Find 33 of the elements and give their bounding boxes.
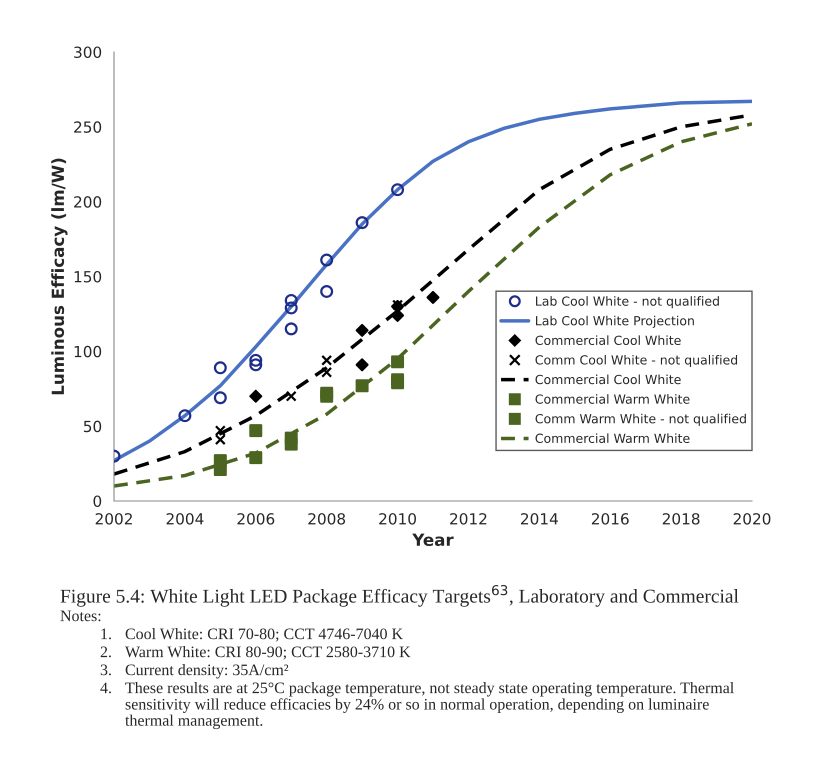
legend-label: Comm Warm White - not qualified xyxy=(536,414,746,426)
y-tick-label: 100 xyxy=(74,346,102,358)
legend-label: Commercial Warm White xyxy=(536,394,690,404)
text: 1. Cool White: CRI 70-80; CCT 4746-7040 K xyxy=(101,628,403,642)
caption: Figure 5.4: White Light LED Package Efficacy Targets$^{63}$, Laboratory and Commercial xyxy=(60,585,739,607)
legend-label: Commercial Cool White xyxy=(536,374,681,384)
y-tick-label: 200 xyxy=(74,196,102,208)
x-axis-title: Year xyxy=(412,534,454,546)
text: 4. These results are at 25°C package temperature, not steady state operating temperature. Thermal sensitivity will reduce efficacies by 24% or so in normal operation, depending on luminaire thermal management. xyxy=(100,682,734,730)
x-tick-label: 2012 xyxy=(450,513,486,525)
legend-label: Comm Cool White - not qualified xyxy=(536,354,738,368)
x-tick-label: 2014 xyxy=(521,513,558,525)
x-tick-label: 2016 xyxy=(592,513,629,525)
y-tick-label: 300 xyxy=(74,46,102,58)
x-tick-label: 2018 xyxy=(662,513,700,525)
x-tick-label: 2020 xyxy=(734,513,770,525)
legend-label: Lab Cool White - not qualified xyxy=(536,296,719,308)
x-tick-label: 2008 xyxy=(308,513,346,525)
text: 3. Current density: 35A/cm² xyxy=(100,664,288,679)
y-tick-label: 250 xyxy=(74,121,102,133)
legend-label: Commercial Cool White xyxy=(536,335,681,346)
legend-label: Lab Cool White Projection xyxy=(536,316,694,328)
y-tick-label: 50 xyxy=(84,420,102,432)
x-tick-label: 2002 xyxy=(96,513,132,525)
x-tick-label: 2010 xyxy=(379,513,416,525)
y-axis-title: Luminous Efficacy (lm/W) xyxy=(51,158,68,394)
y-tick-label: 150 xyxy=(74,270,102,283)
x-tick-label: 2004 xyxy=(166,513,204,525)
text: 2. Warm White: CRI 80-90; CCT 2580-3710 K xyxy=(100,646,410,660)
text: Notes: xyxy=(60,610,100,622)
x-tick-label: 2006 xyxy=(237,513,274,525)
y-tick-label: 0 xyxy=(93,495,102,508)
legend-label: Commercial Warm White xyxy=(536,433,690,444)
